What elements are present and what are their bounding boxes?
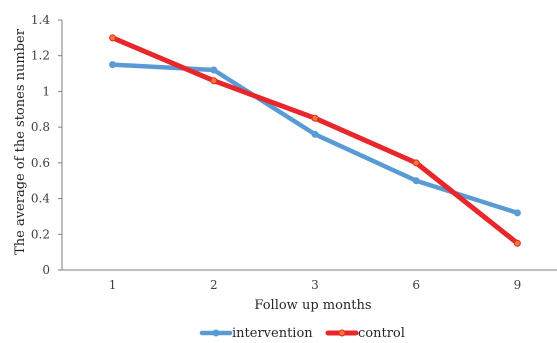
- y-tick-label: 0.8: [31, 120, 50, 134]
- data-point-control: [210, 77, 218, 85]
- x-tick-label: 9: [514, 278, 522, 292]
- data-point-control: [109, 34, 117, 42]
- x-axis-title: Follow up months: [254, 298, 371, 313]
- data-point-control: [513, 239, 521, 247]
- y-axis-title: The average of the stones number: [13, 28, 28, 255]
- x-tick-label: 2: [210, 278, 218, 292]
- series-line-intervention: [110, 62, 520, 216]
- x-tick-labels: 1 2 3 6 9: [109, 278, 521, 292]
- series-lines: [109, 34, 521, 247]
- legend-marker-control: [338, 329, 346, 337]
- data-point-intervention: [412, 177, 420, 185]
- y-tick-label: 0.2: [31, 227, 50, 241]
- data-point-control: [412, 159, 420, 167]
- legend-label-control: control: [358, 326, 405, 341]
- y-tick-label: 1.4: [31, 13, 50, 27]
- data-point-control: [311, 114, 319, 122]
- data-point-intervention: [109, 61, 117, 69]
- x-tick-label: 6: [412, 278, 420, 292]
- axes: [61, 20, 557, 271]
- legend-marker-intervention: [212, 329, 220, 337]
- data-point-intervention: [210, 66, 218, 74]
- y-tick-label: 1: [42, 84, 50, 98]
- y-axis-title-group: The average of the stones number: [13, 28, 28, 255]
- data-point-intervention: [513, 209, 521, 217]
- y-tick-label: 0.6: [31, 156, 50, 170]
- y-tick-label: 0.4: [31, 192, 50, 206]
- x-tick-label: 1: [109, 278, 117, 292]
- y-tick-labels: 0 0.2 0.4 0.6 0.8 1 1.2 1.4: [31, 13, 62, 277]
- x-tick-label: 3: [311, 278, 319, 292]
- y-tick-label: 0: [42, 263, 50, 277]
- legend: intervention control: [199, 326, 405, 341]
- legend-label-intervention: intervention: [232, 326, 313, 341]
- y-tick-label: 1.2: [31, 49, 50, 63]
- data-point-intervention: [311, 130, 319, 138]
